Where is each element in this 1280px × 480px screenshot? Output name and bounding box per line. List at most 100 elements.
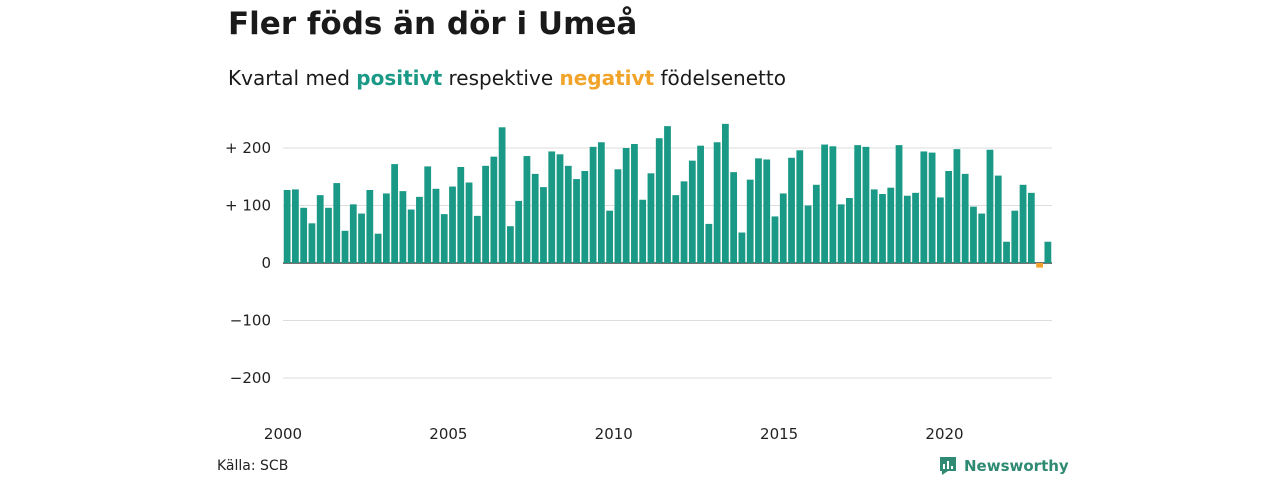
bar <box>631 143 638 263</box>
bar <box>1036 263 1043 268</box>
bar <box>821 144 828 263</box>
bar <box>647 173 655 263</box>
bar <box>407 209 415 263</box>
bar <box>564 165 572 263</box>
bar <box>672 195 680 263</box>
bar <box>573 179 580 263</box>
bar <box>804 205 812 263</box>
bar <box>688 160 696 263</box>
bar <box>490 156 498 263</box>
bar <box>597 142 605 263</box>
subtitle-text-3: födelsenetto <box>660 66 786 90</box>
bar <box>721 123 729 263</box>
bar <box>639 199 647 263</box>
bar <box>498 127 506 263</box>
bar <box>755 158 762 263</box>
bar <box>341 230 349 263</box>
bar <box>473 215 481 263</box>
bar <box>862 146 870 263</box>
bar-chart: + 200 + 100 0 −100 −200 2000 2005 2010 2015 2020 <box>225 123 1052 443</box>
bar <box>523 156 531 263</box>
bar <box>391 164 399 263</box>
y-tick-label: −100 <box>230 312 271 330</box>
bar <box>465 182 473 263</box>
bar <box>432 188 440 263</box>
bar <box>540 187 547 263</box>
bar <box>970 206 977 263</box>
bar <box>292 189 299 263</box>
bar <box>763 159 771 263</box>
subtitle-text-2: respektive <box>448 66 554 90</box>
bar <box>507 226 514 263</box>
bar <box>1019 184 1027 263</box>
bar <box>382 193 390 263</box>
bar <box>316 195 324 263</box>
bar <box>581 171 589 263</box>
x-axis-labels: 2000 2005 2010 2015 2020 <box>264 425 964 443</box>
bar <box>1027 192 1035 263</box>
newsworthy-icon <box>940 457 956 475</box>
bar <box>936 197 944 263</box>
bar <box>333 183 341 263</box>
bars <box>283 123 1052 268</box>
bar <box>366 189 374 263</box>
bar <box>854 145 862 263</box>
bar <box>680 181 688 263</box>
bar <box>994 175 1002 263</box>
bar <box>424 166 432 263</box>
bar <box>812 184 820 263</box>
x-tick-label: 2000 <box>264 425 302 443</box>
bar <box>887 187 895 263</box>
bar <box>945 171 953 263</box>
bar <box>606 210 614 263</box>
y-tick-label: + 100 <box>225 197 271 215</box>
chart-subtitle: Kvartal med positivt respektive negativt… <box>228 66 786 90</box>
y-tick-label: + 200 <box>225 139 271 157</box>
y-axis-labels: + 200 + 100 0 −100 −200 <box>225 139 271 387</box>
bar <box>920 151 928 263</box>
brand-name: Newsworthy <box>964 457 1069 475</box>
bar <box>325 207 332 263</box>
bar <box>846 198 853 263</box>
bar <box>449 186 456 263</box>
subtitle-text-1: Kvartal med <box>228 66 350 90</box>
bar <box>1011 210 1019 263</box>
bar <box>399 191 407 264</box>
bar <box>746 179 754 264</box>
bar <box>358 213 365 263</box>
bar <box>300 207 308 263</box>
x-tick-label: 2005 <box>429 425 467 443</box>
bar <box>589 146 597 263</box>
subtitle-negative: negativt <box>559 66 655 90</box>
bar <box>837 204 845 263</box>
bar <box>895 145 903 263</box>
bar <box>622 148 630 263</box>
bar <box>531 173 539 264</box>
bar <box>655 138 663 263</box>
bar <box>788 157 795 263</box>
bar <box>713 142 721 263</box>
bar <box>457 166 465 263</box>
source-note: Källa: SCB <box>217 458 289 474</box>
bar <box>779 193 787 263</box>
bar <box>912 192 919 263</box>
bar <box>1003 241 1010 263</box>
bar <box>730 172 738 263</box>
bar <box>738 232 746 263</box>
bar <box>870 189 878 263</box>
bar <box>664 126 671 264</box>
y-tick-label: 0 <box>261 254 271 272</box>
bar <box>308 223 316 263</box>
bar <box>903 195 911 263</box>
bar <box>614 169 622 263</box>
brand-logo[interactable]: Newsworthy <box>938 456 1069 476</box>
bar <box>440 214 448 263</box>
x-tick-label: 2010 <box>595 425 633 443</box>
bar <box>953 149 961 263</box>
bar <box>986 149 994 263</box>
bar <box>796 150 804 263</box>
bar <box>556 154 564 263</box>
bar <box>548 151 556 263</box>
subtitle-positive: positivt <box>356 66 443 90</box>
chart-title: Fler föds än dör i Umeå <box>228 6 638 42</box>
